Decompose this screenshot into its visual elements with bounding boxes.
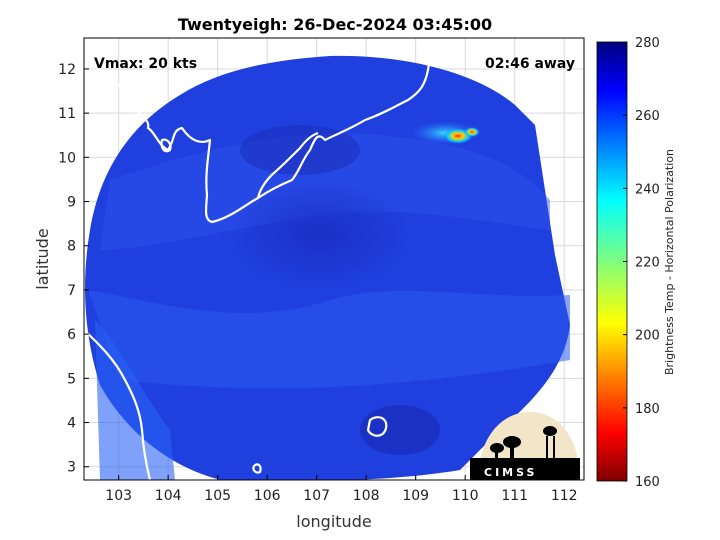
y-tick-label: 7 xyxy=(67,283,76,299)
x-tick-label: 107 xyxy=(303,488,330,504)
colorbar-tick-label: 280 xyxy=(635,36,660,51)
y-tick-label: 6 xyxy=(67,327,76,343)
y-axis-ticks: 3 4 5 6 7 8 9 10 11 12 xyxy=(58,62,89,476)
y-tick-label: 11 xyxy=(58,106,76,122)
colorbar-tick-label: 200 xyxy=(635,329,660,344)
cimss-logo: CIMSS xyxy=(470,412,580,480)
chart-title: Twentyeigh: 26-Dec-2024 03:45:00 xyxy=(178,15,492,34)
x-tick-label: 112 xyxy=(551,488,578,504)
colorbar: 160 180 200 220 240 260 280 Brightness Temp - … xyxy=(596,36,676,490)
y-tick-label: 3 xyxy=(67,460,76,476)
y-tick-label: 10 xyxy=(58,150,76,166)
x-tick-label: 106 xyxy=(254,488,281,504)
plot-area: Vmax: 20 kts 02:46 away CIMSS xyxy=(83,37,585,481)
x-tick-label: 109 xyxy=(402,488,429,504)
x-tick-label: 110 xyxy=(452,488,479,504)
swath xyxy=(85,55,570,480)
y-tick-label: 12 xyxy=(58,62,76,78)
colorbar-tick-label: 180 xyxy=(635,402,660,417)
x-tick-label: 105 xyxy=(204,488,231,504)
x-axis-label: longitude xyxy=(296,512,371,531)
logo-text: CIMSS xyxy=(484,466,537,479)
y-tick-label: 9 xyxy=(67,195,76,211)
colorbar-label: Brightness Temp - Horizontal Polarizatio… xyxy=(663,149,676,375)
time-offset-annotation: 02:46 away xyxy=(485,56,575,72)
y-axis-label: latitude xyxy=(33,228,52,289)
y-tick-label: 8 xyxy=(67,239,76,255)
colorbar-ticks: 160 180 200 220 240 260 280 xyxy=(623,36,660,490)
y-tick-label: 5 xyxy=(67,371,76,387)
colorbar-tick-label: 160 xyxy=(635,475,660,490)
y-tick-label: 4 xyxy=(67,416,76,432)
x-tick-label: 111 xyxy=(501,488,528,504)
x-tick-label: 104 xyxy=(155,488,182,504)
colorbar-tick-label: 240 xyxy=(635,182,660,197)
vmax-annotation: Vmax: 20 kts xyxy=(94,56,197,72)
plot-frame xyxy=(83,37,585,481)
x-tick-label: 108 xyxy=(353,488,380,504)
x-axis-ticks: 103 104 105 106 107 108 109 110 111 112 xyxy=(105,475,578,504)
colorbar-tick-label: 220 xyxy=(635,256,660,271)
colorbar-tick-label: 260 xyxy=(635,109,660,124)
colorbar-gradient xyxy=(596,41,628,482)
coastlines xyxy=(84,38,434,480)
x-tick-label: 103 xyxy=(105,488,132,504)
